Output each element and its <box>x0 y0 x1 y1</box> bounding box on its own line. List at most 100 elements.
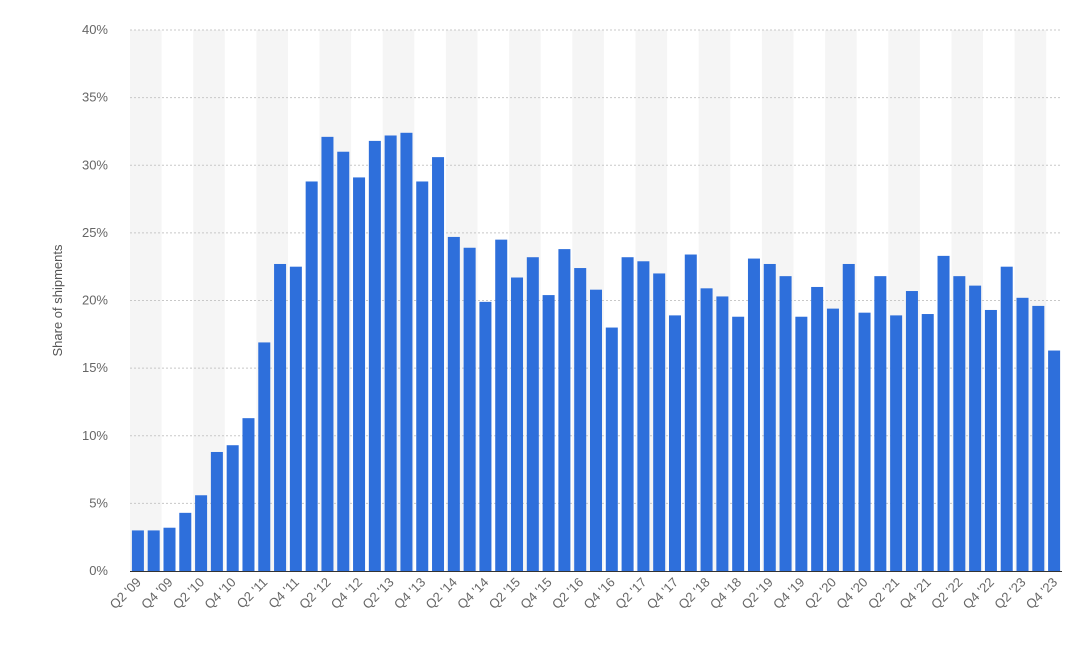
bar[interactable] <box>874 276 887 571</box>
bar[interactable] <box>684 254 697 571</box>
x-tick-label: Q2 '11 <box>234 575 271 612</box>
bar[interactable] <box>905 291 918 571</box>
bar[interactable] <box>574 268 587 571</box>
x-tick-label: Q4 '11 <box>265 575 302 612</box>
bar[interactable] <box>526 257 539 571</box>
bar[interactable] <box>1048 350 1061 571</box>
bar[interactable] <box>605 327 618 571</box>
y-tick-label: 15% <box>82 360 108 375</box>
bar[interactable] <box>1016 297 1029 571</box>
bar[interactable] <box>511 277 524 571</box>
bar[interactable] <box>779 276 792 571</box>
bar[interactable] <box>984 309 997 571</box>
bar[interactable] <box>1032 305 1045 571</box>
bar[interactable] <box>274 263 287 571</box>
bar[interactable] <box>384 135 397 572</box>
x-tick-label: Q2 '17 <box>612 575 649 612</box>
bar[interactable] <box>969 285 982 571</box>
bar[interactable] <box>637 261 650 571</box>
bar[interactable] <box>131 530 144 571</box>
x-tick-label: Q4 '15 <box>517 575 554 612</box>
bars <box>131 132 1061 572</box>
x-tick-label: Q4 '17 <box>644 575 681 612</box>
bar[interactable] <box>400 132 413 572</box>
y-tick-label: 10% <box>82 428 108 443</box>
x-tick-label: Q2 '18 <box>675 575 712 612</box>
bar[interactable] <box>700 288 713 571</box>
x-tick-label: Q2 '20 <box>802 575 839 612</box>
x-tick-label: Q2 '19 <box>738 575 775 612</box>
x-tick-label: Q4 '23 <box>1023 575 1060 612</box>
bar[interactable] <box>668 315 681 571</box>
y-tick-label: 0% <box>89 563 108 578</box>
x-tick-label: Q4 '20 <box>833 575 870 612</box>
bar[interactable] <box>542 295 555 571</box>
bar[interactable] <box>337 151 350 571</box>
bar[interactable] <box>479 301 492 571</box>
x-tick-label: Q4 '19 <box>770 575 807 612</box>
x-tick-label: Q2 '16 <box>549 575 586 612</box>
bar[interactable] <box>163 527 176 571</box>
bar[interactable] <box>226 445 239 571</box>
y-tick-label: 30% <box>82 157 108 172</box>
y-tick-label: 35% <box>82 90 108 105</box>
bar[interactable] <box>242 418 255 571</box>
x-tick-label: Q2 '22 <box>928 575 965 612</box>
bar[interactable] <box>590 289 603 571</box>
x-tick-label: Q2 '13 <box>359 575 396 612</box>
bar[interactable] <box>732 316 745 571</box>
bar[interactable] <box>716 296 729 571</box>
x-tick-label: Q2 '10 <box>170 575 207 612</box>
bar[interactable] <box>321 136 334 571</box>
x-tick-label: Q4 '18 <box>707 575 744 612</box>
x-tick-label: Q4 '14 <box>454 575 491 612</box>
bar[interactable] <box>621 257 634 571</box>
bar[interactable] <box>842 263 855 571</box>
x-tick-label: Q4 '12 <box>328 575 365 612</box>
x-tick-label: Q4 '22 <box>960 575 997 612</box>
x-tick-label: Q2 '21 <box>865 575 902 612</box>
bar[interactable] <box>463 247 476 571</box>
bar[interactable] <box>289 266 302 571</box>
bar[interactable] <box>763 263 776 571</box>
bar[interactable] <box>258 342 271 571</box>
bar[interactable] <box>195 495 208 571</box>
bar[interactable] <box>747 258 760 571</box>
bar[interactable] <box>953 276 966 571</box>
bar[interactable] <box>447 236 460 571</box>
x-tick-label: Q2 '14 <box>423 575 460 612</box>
x-tick-label: Q4 '13 <box>391 575 428 612</box>
bar[interactable] <box>826 308 839 571</box>
x-tick-label: Q2 '12 <box>296 575 333 612</box>
bar[interactable] <box>795 316 808 571</box>
bar[interactable] <box>147 530 160 571</box>
y-tick-label: 20% <box>82 293 108 308</box>
y-axis-label: Share of shipments <box>50 244 65 357</box>
x-tick-label: Q4 '21 <box>896 575 933 612</box>
y-tick-label: 40% <box>82 22 108 37</box>
bar[interactable] <box>811 286 824 571</box>
x-tick-label: Q2 '23 <box>991 575 1028 612</box>
bar[interactable] <box>890 315 903 571</box>
bar[interactable] <box>653 273 666 571</box>
bar[interactable] <box>210 451 223 571</box>
bar[interactable] <box>937 255 950 571</box>
y-tick-label: 25% <box>82 225 108 240</box>
bar[interactable] <box>495 239 508 571</box>
bar[interactable] <box>858 312 871 571</box>
bar[interactable] <box>305 181 318 572</box>
x-tick-label: Q4 '16 <box>581 575 618 612</box>
x-tick-label: Q2 '15 <box>486 575 523 612</box>
x-tick-label: Q2 '09 <box>107 575 144 612</box>
x-tick-label: Q4 '10 <box>201 575 238 612</box>
bar[interactable] <box>1000 266 1013 571</box>
bar[interactable] <box>432 157 445 571</box>
y-tick-label: 5% <box>89 495 108 510</box>
bar[interactable] <box>558 249 571 572</box>
bar[interactable] <box>368 140 381 571</box>
bar[interactable] <box>179 512 192 571</box>
bar[interactable] <box>416 181 429 572</box>
bar[interactable] <box>353 177 366 572</box>
bar[interactable] <box>921 314 934 571</box>
